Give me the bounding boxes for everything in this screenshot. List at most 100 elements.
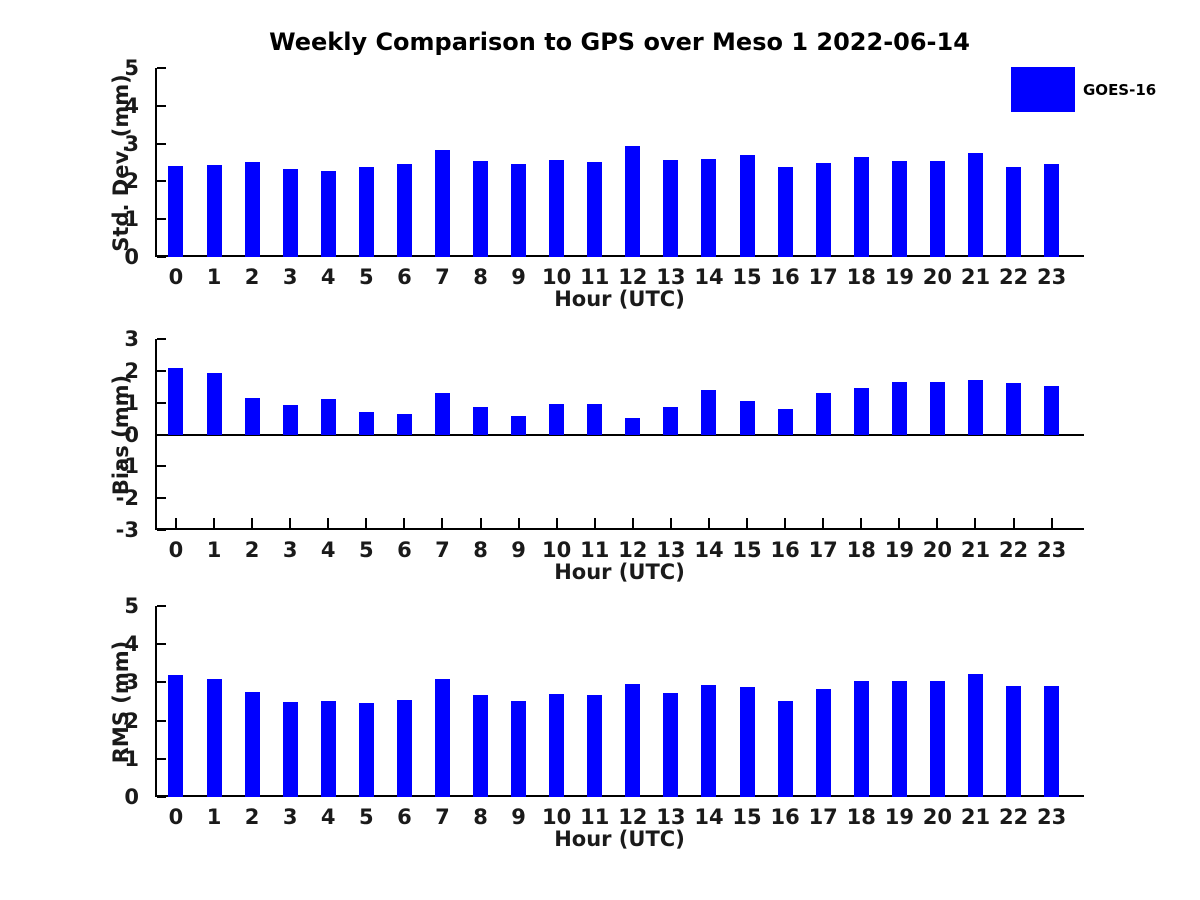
rms-ytick-2 — [157, 719, 166, 722]
bias-xtick-label-1: 1 — [206, 538, 222, 562]
bias-ytick-label--3: -3 — [115, 518, 139, 542]
std-dev-bar-hour-17 — [815, 162, 831, 257]
bias-xtick-label-11: 11 — [580, 538, 610, 562]
std-dev-bar-hour-6 — [396, 163, 412, 257]
bias-xtick-10 — [555, 518, 558, 528]
rms-bar-hour-1 — [206, 678, 222, 797]
bias-bar-hour-18 — [853, 387, 869, 435]
std-dev-ytick-label-4: 4 — [124, 93, 139, 118]
rms-ytick-5 — [157, 605, 166, 607]
rms-xtick-label-8: 8 — [473, 805, 488, 829]
std-dev-xtick-label-17: 17 — [808, 265, 838, 289]
bias-bar-hour-16 — [777, 409, 793, 435]
bias-bar-hour-14 — [701, 389, 717, 435]
legend-goes16-label: GOES-16 — [1083, 80, 1157, 99]
bias-xtick-12 — [631, 518, 634, 528]
std-dev-xtick-label-3: 3 — [282, 265, 298, 289]
rms-bar-hour-13 — [663, 693, 679, 797]
bias-zero-line — [155, 433, 1084, 436]
rms-y-axis-line — [155, 606, 157, 797]
bias-bar-hour-22 — [1006, 382, 1022, 435]
bias-ytick--1 — [157, 465, 166, 468]
rms-xtick-label-1: 1 — [206, 805, 222, 829]
std-dev-ytick-label-2: 2 — [124, 169, 139, 194]
bias-xtick-1 — [213, 518, 215, 528]
bias-bar-hour-1 — [206, 373, 222, 435]
bias-bar-hour-20 — [929, 381, 945, 435]
rms-xtick-label-11: 11 — [580, 805, 610, 829]
bias-bar-hour-13 — [663, 407, 679, 435]
std-dev-ytick-1 — [157, 218, 166, 221]
std-dev-ytick-label-3: 3 — [124, 131, 139, 156]
bias-ytick--2 — [157, 497, 166, 500]
std-dev-ytick-label-1: 1 — [124, 207, 139, 232]
bias-x-axis-line — [155, 528, 1084, 530]
std-dev-bar-hour-4 — [320, 171, 336, 257]
bias-xtick-16 — [784, 518, 787, 528]
bias-bar-hour-17 — [815, 392, 831, 435]
rms-x-axis-line — [155, 795, 1084, 797]
bias-xtick-13 — [669, 518, 672, 528]
bias-xtick-label-9: 9 — [511, 538, 526, 562]
bias-xtick-15 — [746, 518, 749, 528]
std-dev-xtick-label-20: 20 — [922, 265, 953, 289]
bias-bar-hour-11 — [587, 403, 603, 435]
rms-x-axis-label: Hour (UTC) — [554, 827, 685, 851]
bias-bar-hour-19 — [891, 381, 907, 435]
std-dev-xtick-label-18: 18 — [846, 265, 876, 289]
bias-xtick-0 — [174, 518, 177, 528]
bias-ytick-label-3: 3 — [124, 327, 139, 351]
bias-xtick-label-6: 6 — [397, 538, 412, 562]
std-dev-bar-hour-19 — [891, 160, 907, 257]
std-dev-bar-hour-5 — [358, 167, 374, 257]
bias-xtick-11 — [593, 518, 596, 528]
bias-xtick-label-0: 0 — [168, 538, 184, 562]
std-dev-bar-hour-2 — [244, 162, 260, 257]
std-dev-xtick-label-22: 22 — [998, 265, 1029, 289]
bias-x-axis-label: Hour (UTC) — [554, 560, 685, 584]
bias-xtick-label-2: 2 — [244, 538, 260, 562]
rms-chart: RMS (mm) Hour (UTC) 0 1 2 3 4 5 0 1 2 3 4 5 6 7 8 9 10 11… — [109, 596, 1084, 850]
std-dev-bar-hour-11 — [587, 162, 603, 257]
bias-xtick-7 — [441, 518, 444, 528]
bias-bar-hour-6 — [396, 414, 412, 435]
bias-xtick-2 — [251, 518, 254, 528]
std-dev-xtick-label-6: 6 — [397, 265, 412, 289]
bias-xtick-14 — [707, 518, 710, 528]
bias-bar-hour-15 — [739, 401, 755, 435]
rms-xtick-label-18: 18 — [846, 805, 876, 829]
legend-goes16-swatch — [1011, 67, 1075, 112]
std-dev-bar-hour-7 — [434, 150, 450, 257]
rms-xtick-label-16: 16 — [770, 805, 800, 829]
bias-bar-hour-2 — [244, 397, 260, 435]
bias-bar-hour-8 — [473, 406, 489, 435]
std-dev-ytick-0 — [157, 256, 166, 258]
std-dev-xtick-label-15: 15 — [732, 265, 762, 289]
rms-bar-hour-19 — [891, 681, 907, 797]
bias-xtick-label-3: 3 — [282, 538, 298, 562]
stddev-x-axis-label: Hour (UTC) — [554, 287, 685, 311]
std-dev-xtick-label-0: 0 — [168, 265, 184, 289]
bias-bar-hour-4 — [320, 398, 336, 435]
rms-bar-hour-18 — [853, 681, 869, 797]
rms-xtick-label-10: 10 — [542, 805, 572, 829]
std-dev-bar-hour-10 — [549, 160, 565, 257]
rms-xtick-label-13: 13 — [656, 805, 686, 829]
std-dev-bar-hour-1 — [206, 165, 222, 257]
bias-xtick-19 — [898, 518, 901, 528]
bias-xtick-20 — [936, 518, 939, 528]
rms-ytick-label-1: 1 — [124, 746, 139, 771]
bias-xtick-label-14: 14 — [694, 538, 724, 562]
bias-xtick-label-10: 10 — [542, 538, 572, 562]
bias-xtick-21 — [974, 518, 977, 528]
stddev-y-axis-line — [155, 68, 157, 257]
std-dev-xtick-label-1: 1 — [206, 265, 222, 289]
rms-xtick-label-3: 3 — [282, 805, 298, 829]
bias-bar-hour-7 — [434, 393, 450, 435]
bias-xtick-9 — [517, 518, 520, 528]
figure-title: Weekly Comparison to GPS over Meso 1 202… — [269, 28, 970, 56]
std-dev-bar-hour-13 — [663, 159, 679, 257]
rms-bar-hour-5 — [358, 703, 374, 797]
bias-ytick-3 — [157, 338, 166, 340]
